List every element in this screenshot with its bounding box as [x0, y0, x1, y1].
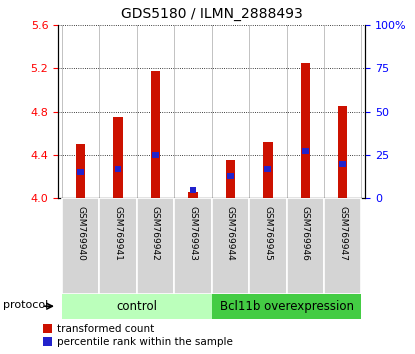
Text: control: control — [116, 300, 157, 313]
Bar — [76, 144, 85, 198]
Bar — [188, 192, 198, 198]
Text: GSM769942: GSM769942 — [151, 206, 160, 261]
Bar — [190, 187, 196, 193]
Bar — [152, 152, 159, 158]
Bar — [227, 173, 234, 179]
Bar — [137, 198, 174, 294]
Text: GSM769943: GSM769943 — [188, 206, 198, 261]
Text: protocol: protocol — [3, 300, 48, 310]
Bar — [62, 294, 212, 319]
Bar — [62, 198, 99, 294]
Bar — [324, 198, 361, 294]
Bar — [99, 198, 137, 294]
Text: GSM769945: GSM769945 — [264, 206, 272, 261]
Bar — [77, 169, 84, 175]
Bar — [264, 166, 271, 172]
Bar — [113, 117, 123, 198]
Bar — [302, 148, 309, 154]
Text: GSM769947: GSM769947 — [338, 206, 347, 261]
Bar — [226, 160, 235, 198]
Text: Bcl11b overexpression: Bcl11b overexpression — [220, 300, 354, 313]
Text: GSM769944: GSM769944 — [226, 206, 235, 261]
Bar — [212, 198, 249, 294]
Text: GSM769946: GSM769946 — [301, 206, 310, 261]
Bar — [151, 72, 160, 198]
Bar — [339, 160, 346, 167]
Bar — [286, 198, 324, 294]
Text: GSM769940: GSM769940 — [76, 206, 85, 261]
Bar — [300, 63, 310, 198]
Bar — [249, 198, 286, 294]
Bar — [115, 166, 122, 172]
Bar — [263, 142, 273, 198]
Bar — [338, 106, 347, 198]
Legend: transformed count, percentile rank within the sample: transformed count, percentile rank withi… — [43, 324, 233, 347]
Bar — [174, 198, 212, 294]
Bar — [212, 294, 361, 319]
Text: GSM769941: GSM769941 — [114, 206, 122, 261]
Title: GDS5180 / ILMN_2888493: GDS5180 / ILMN_2888493 — [121, 7, 303, 21]
